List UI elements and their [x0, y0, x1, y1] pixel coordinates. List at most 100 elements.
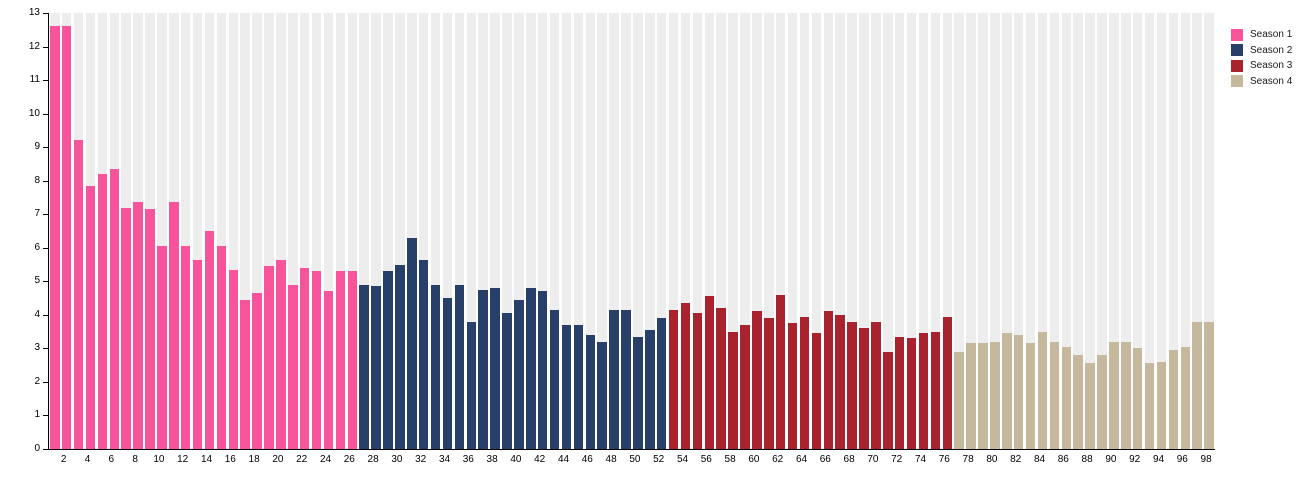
bar-episode-20 [276, 259, 286, 449]
grid-stripe [883, 13, 893, 449]
x-tick-label-48: 48 [605, 454, 617, 465]
grid-stripe [585, 13, 596, 449]
grid-stripe [835, 13, 845, 449]
bar-episode-5 [97, 173, 108, 449]
legend-item-season-1: Season 1 [1231, 27, 1292, 43]
bar-episode-19 [264, 266, 274, 449]
bar-episode-9 [145, 209, 155, 449]
grid-stripe [478, 13, 488, 449]
legend-item-season-4: Season 4 [1231, 74, 1292, 90]
bar-episode-92 [1132, 348, 1143, 449]
x-tick-label-22: 22 [296, 454, 308, 465]
x-tick-label-50: 50 [629, 454, 641, 465]
x-tick-label-52: 52 [653, 454, 665, 465]
x-tick-label-30: 30 [391, 454, 403, 465]
y-tick-mark [43, 147, 48, 149]
grid-stripe [299, 13, 310, 449]
grid-stripe [192, 13, 203, 449]
bar-episode-63 [787, 323, 798, 449]
bar-episode-95 [1168, 350, 1179, 449]
bar-episode-16 [228, 269, 239, 449]
grid-stripe [847, 13, 857, 449]
bar-episode-71 [883, 351, 893, 449]
grid-stripe [276, 13, 286, 449]
bar-episode-75 [930, 331, 941, 449]
bar-episode-29 [383, 271, 393, 449]
bar-episode-6 [109, 168, 120, 449]
y-tick-mark [43, 214, 48, 216]
x-tick-label-64: 64 [795, 454, 808, 465]
grid-stripe [954, 13, 964, 449]
bar-episode-94 [1156, 361, 1167, 449]
grid-stripe [823, 13, 834, 449]
x-tick-label-24: 24 [319, 454, 332, 465]
grid-stripe [990, 13, 1000, 449]
y-tick-label-5: 5 [34, 275, 40, 287]
y-tick-label-4: 4 [34, 308, 40, 320]
grid-stripe [1061, 13, 1072, 449]
y-tick-mark [43, 314, 48, 316]
bar-episode-61 [764, 318, 774, 449]
bar-episode-53 [668, 309, 679, 449]
x-tick-label-92: 92 [1129, 454, 1141, 465]
grid-stripe [347, 13, 358, 449]
legend: Season 1 Season 2 Season 3 Season 4 [1231, 27, 1292, 89]
bar-episode-79 [978, 343, 988, 449]
bar-episode-15 [216, 246, 227, 449]
grid-stripe [978, 13, 988, 449]
bar-episode-96 [1180, 346, 1191, 449]
x-tick-label-44: 44 [557, 454, 570, 465]
x-tick-label-58: 58 [724, 454, 736, 465]
grid-stripe [1144, 13, 1155, 449]
grid-stripe [942, 13, 953, 449]
grid-stripe [561, 13, 572, 449]
bar-episode-21 [288, 284, 298, 449]
grid-stripe [311, 13, 322, 449]
grid-stripe [1168, 13, 1179, 449]
grid-stripe [597, 13, 607, 449]
y-tick-label-13: 13 [28, 7, 40, 18]
x-tick-label-32: 32 [415, 454, 427, 465]
bar-episode-43 [549, 309, 560, 449]
x-tick-label-36: 36 [462, 454, 474, 465]
bar-episode-69 [859, 328, 869, 449]
x-tick-label-54: 54 [676, 454, 689, 465]
x-tick-label-62: 62 [772, 454, 784, 465]
bar-episode-33 [430, 284, 441, 449]
grid-stripe [1013, 13, 1024, 449]
grid-stripe [1156, 13, 1167, 449]
x-tick-label-56: 56 [700, 454, 712, 465]
bar-episode-41 [526, 288, 536, 449]
grid-stripe [383, 13, 393, 449]
grid-stripe [418, 13, 429, 449]
bar-episode-38 [490, 288, 500, 449]
bar-episode-57 [716, 308, 726, 449]
bar-episode-46 [585, 334, 596, 449]
bar-episode-72 [894, 336, 905, 449]
bar-episode-17 [240, 299, 250, 449]
bar-episode-51 [645, 329, 655, 449]
bar-episode-42 [537, 291, 548, 449]
grid-stripe [180, 13, 191, 449]
bar-episode-18 [252, 293, 262, 449]
x-tick-label-10: 10 [153, 454, 165, 465]
x-tick-label-26: 26 [343, 454, 355, 465]
grid-stripe [526, 13, 536, 449]
grid-stripe [894, 13, 905, 449]
y-tick-mark [43, 13, 48, 14]
grid-stripe [859, 13, 869, 449]
grid-stripe [1192, 13, 1202, 449]
bar-episode-23 [311, 271, 322, 449]
bar-episode-97 [1192, 321, 1202, 449]
bar-episode-47 [597, 341, 607, 449]
y-tick-label-0: 0 [34, 443, 40, 454]
x-tick-label-8: 8 [132, 454, 138, 465]
bar-episode-86 [1061, 346, 1072, 449]
bar-episode-68 [847, 321, 857, 449]
grid-stripe [966, 13, 976, 449]
grid-stripe [359, 13, 369, 449]
x-tick-label-6: 6 [108, 454, 115, 465]
x-tick-label-12: 12 [177, 454, 189, 465]
x-tick-label-82: 82 [1010, 454, 1022, 465]
y-tick-label-1: 1 [34, 409, 40, 421]
